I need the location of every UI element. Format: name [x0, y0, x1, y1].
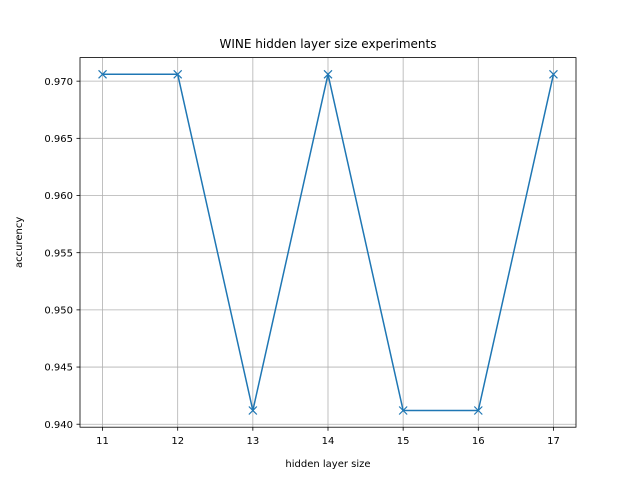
series-layer — [98, 69, 558, 415]
data-point-x-marker — [549, 69, 558, 79]
grid — [80, 57, 576, 428]
y-tick-label: 0.960 — [44, 191, 73, 202]
x-tick-label: 15 — [397, 436, 410, 447]
x-tick-label: 13 — [246, 436, 259, 447]
data-point-x-marker — [173, 69, 183, 79]
y-axis-label: accurency — [14, 217, 25, 268]
data-point-x-marker — [323, 69, 333, 79]
x-tick-label: 11 — [96, 436, 109, 447]
data-point-x-marker — [473, 406, 483, 415]
y-tick-label: 0.955 — [44, 248, 73, 259]
data-point-x-marker — [98, 69, 107, 79]
x-tick-label: 14 — [322, 436, 335, 447]
chart-title: WINE hidden layer size experiments — [220, 37, 437, 51]
x-tick-label: 12 — [171, 436, 184, 447]
y-tick-label: 0.950 — [44, 305, 73, 316]
y-tick-label: 0.965 — [44, 134, 73, 145]
x-axis-label: hidden layer size — [285, 459, 370, 470]
x-tick-label: 16 — [472, 436, 485, 447]
axis-ticks: 11 12 13 14 15 16 17 0.940 0.945 0.950 0.955 0.960 0… — [44, 77, 559, 447]
y-tick-label: 0.970 — [44, 77, 73, 88]
x-tick-label: 17 — [547, 436, 560, 447]
data-point-x-marker — [398, 406, 408, 415]
data-point-x-marker — [248, 406, 258, 415]
y-tick-label: 0.945 — [44, 363, 73, 374]
y-tick-label: 0.940 — [44, 420, 73, 431]
